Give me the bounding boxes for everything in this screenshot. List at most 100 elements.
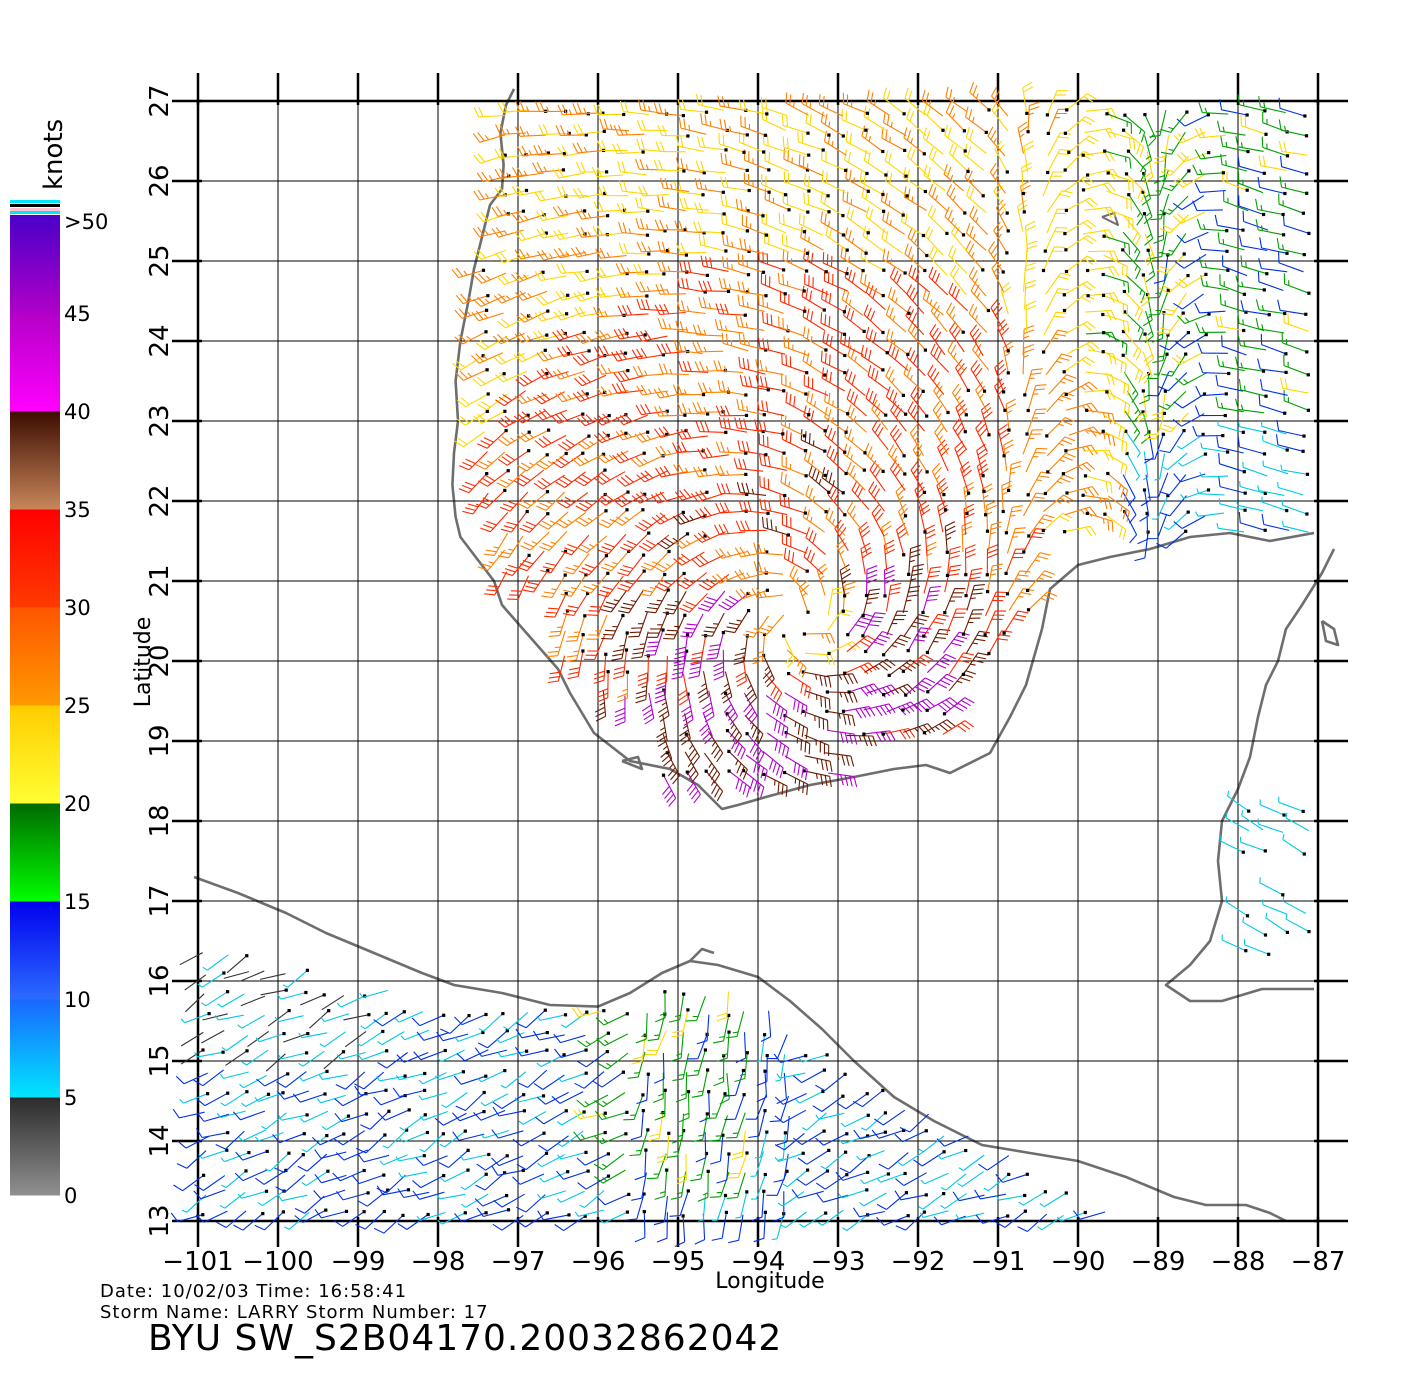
wind-barb: [478, 1013, 504, 1032]
wind-barb: [694, 177, 724, 193]
wind-barb-dot: [866, 1134, 870, 1138]
wind-barb: [356, 1134, 386, 1154]
wind-barb-dot: [1046, 170, 1050, 175]
wind-barb-dot: [1007, 488, 1011, 492]
wind-barb-dot: [843, 1072, 847, 1076]
wind-barb: [803, 192, 830, 213]
wind-barb: [842, 92, 868, 114]
wind-barb: [574, 306, 607, 318]
wind-barb: [563, 593, 589, 617]
wind-barb-dot: [907, 311, 911, 315]
wind-barb: [612, 451, 645, 464]
wind-barb: [969, 82, 990, 111]
wind-barb: [865, 326, 888, 354]
wind-barb: [926, 653, 956, 674]
wind-barb: [1226, 790, 1250, 812]
wind-barb: [755, 1131, 768, 1159]
wind-barb: [551, 1091, 584, 1104]
wind-barb-dot: [964, 573, 968, 577]
wind-barb: [715, 502, 747, 514]
wind-barb: [1174, 273, 1207, 289]
wind-barb: [655, 141, 686, 153]
wind-barb: [657, 195, 686, 212]
wind-barb: [698, 234, 727, 252]
lon-tick-label: −101: [162, 1247, 233, 1277]
wind-barb-dot: [1121, 353, 1125, 357]
wind-barb-dot: [266, 1092, 271, 1096]
wind-barb: [927, 673, 957, 693]
wind-barb-dot: [1181, 311, 1185, 315]
wind-barb-dot: [681, 114, 685, 118]
wind-barb: [475, 490, 506, 509]
wind-barb: [728, 770, 751, 798]
wind-barb: [1214, 214, 1244, 231]
colorbar-tick-label: 30: [64, 596, 91, 620]
wind-barb: [988, 241, 1004, 273]
wind-barb-dot: [1026, 493, 1030, 497]
wind-barb-dot: [861, 614, 865, 618]
wind-barb-dot: [663, 572, 667, 577]
wind-barb: [844, 149, 868, 174]
wind-barb: [962, 652, 989, 675]
wind-barb-dot: [604, 652, 608, 656]
wind-barb: [757, 294, 784, 314]
wind-barb: [706, 632, 724, 660]
wind-barb-dot: [1264, 132, 1268, 136]
wind-barb: [681, 693, 694, 726]
wind-barb-dot: [923, 268, 927, 273]
wind-barb: [536, 227, 569, 239]
wind-barb: [968, 303, 988, 333]
wind-barb: [256, 1073, 288, 1087]
wind-barb: [618, 590, 644, 614]
wind-barb: [277, 1052, 307, 1060]
wind-barb: [398, 1171, 428, 1178]
wind-barb-dot: [823, 473, 827, 477]
wind-barb-dot: [341, 1050, 346, 1054]
wind-barb: [1259, 379, 1288, 396]
wind-barb-dot: [925, 414, 929, 418]
wind-barb-dot: [527, 449, 531, 453]
wind-barb-dot: [1162, 212, 1166, 216]
wind-barb-dot: [502, 372, 506, 376]
wind-barb: [394, 1011, 424, 1023]
wind-barb-dot: [902, 1128, 906, 1132]
wind-barb: [739, 238, 768, 255]
wind-barb: [593, 413, 627, 426]
wind-barb-dot: [325, 1134, 329, 1138]
wind-barb-dot: [965, 511, 969, 516]
wind-barb: [1154, 453, 1166, 481]
wind-barb: [1017, 121, 1029, 154]
wind-barb: [1126, 173, 1146, 203]
lat-tick-label: 24: [145, 324, 175, 357]
wind-barb: [803, 671, 832, 688]
lon-tick-label: −92: [891, 1247, 946, 1277]
wind-barb-dot: [405, 1128, 409, 1132]
wind-barb: [552, 328, 585, 341]
wind-barb: [1242, 461, 1268, 477]
wind-barb: [1005, 548, 1027, 574]
colorbar-tick-label: 15: [64, 890, 91, 914]
wind-barb-dot: [842, 310, 846, 314]
wind-barb: [185, 993, 205, 1013]
wind-barb: [961, 521, 973, 553]
wind-barb: [576, 208, 608, 220]
wind-barb-dot: [584, 573, 588, 577]
wind-barb: [695, 160, 726, 174]
wind-barb: [276, 1090, 309, 1100]
wind-barb: [726, 1011, 745, 1039]
wind-barb: [456, 393, 489, 408]
wind-barb: [737, 294, 765, 313]
wind-barb: [596, 575, 624, 598]
wind-barb-dot: [1025, 432, 1029, 436]
wind-barb: [673, 535, 706, 549]
wind-barb-dot: [923, 189, 927, 194]
wind-barb-dot: [1221, 171, 1225, 175]
wind-barb: [1280, 464, 1308, 475]
wind-barb: [776, 1115, 790, 1146]
wind-barb-dot: [1141, 190, 1145, 194]
wind-barb: [629, 1129, 649, 1157]
wind-barb: [1176, 231, 1209, 244]
wind-barb: [455, 369, 488, 381]
wind-barb: [1018, 1191, 1046, 1206]
wind-barb-dot: [1043, 1190, 1047, 1194]
